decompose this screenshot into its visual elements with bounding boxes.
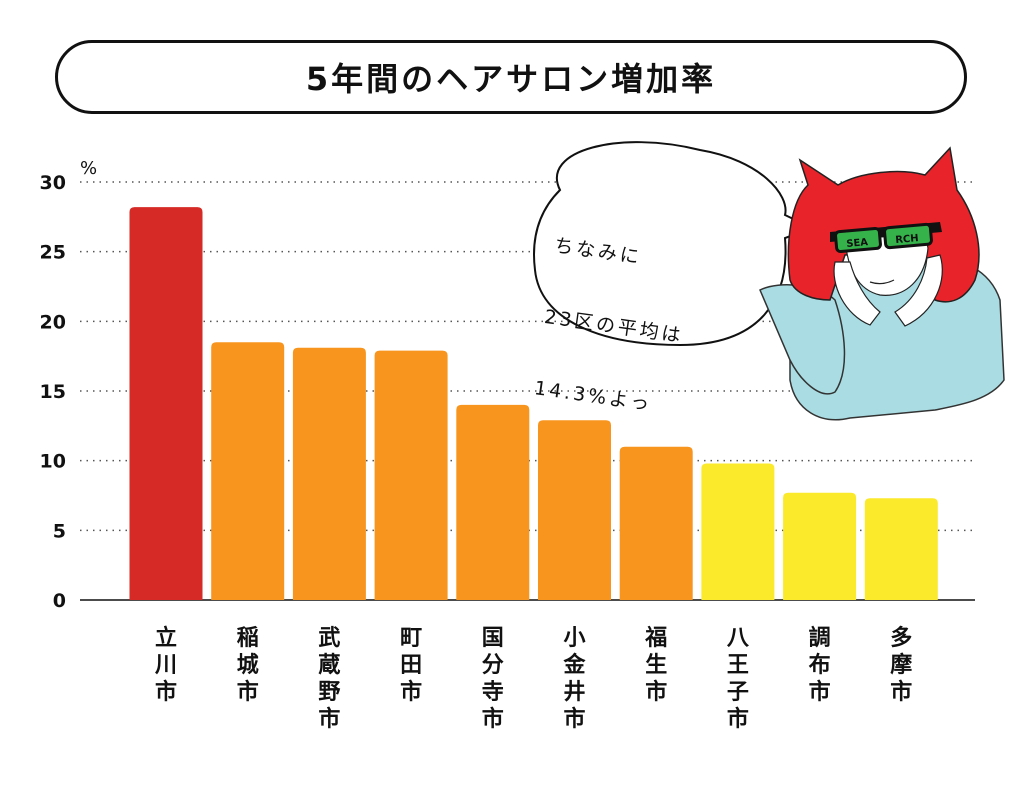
x-tick-label: 立川市 <box>154 625 177 705</box>
glasses-text-left: SEA <box>846 237 869 250</box>
x-tick-label: 武蔵野市 <box>318 626 340 732</box>
x-tick-label: 町田市 <box>400 626 422 705</box>
bar <box>701 463 775 600</box>
category-labels: 立川市 稲城市 武蔵野市 町田市 国分寺市 小金井市 福生市 八王子市 調布市 多摩市 <box>154 625 912 732</box>
character-hands <box>833 254 943 327</box>
bar <box>864 498 938 600</box>
bar <box>619 446 693 600</box>
bar <box>456 404 530 600</box>
y-tick-label: 20 <box>40 311 66 333</box>
chart-title: 5年間のヘアサロン増加率 <box>305 60 717 98</box>
x-tick-label: 福生市 <box>644 626 667 705</box>
x-tick-label: 八王子市 <box>727 626 750 732</box>
y-tick-label: 15 <box>40 381 66 403</box>
chart-title-box: 5年間のヘアサロン増加率 <box>55 40 967 114</box>
y-tick-label: 0 <box>53 590 66 612</box>
glasses-text-right: RCH <box>895 233 919 246</box>
bar <box>538 420 611 600</box>
x-tick-label: 国分寺市 <box>482 626 504 732</box>
x-tick-label: 調布市 <box>809 625 831 705</box>
y-axis-unit: % <box>80 158 97 179</box>
bar <box>374 350 448 600</box>
bar <box>783 492 857 600</box>
bar <box>211 342 285 600</box>
y-tick-label: 10 <box>40 451 66 473</box>
bars <box>129 207 938 600</box>
x-tick-label: 稲城市 <box>237 626 259 705</box>
bar <box>292 347 366 600</box>
sunglasses-icon: SEA RCH <box>830 222 942 254</box>
y-tick-label: 5 <box>53 520 66 542</box>
y-tick-label: 25 <box>40 242 66 264</box>
x-tick-label: 小金井市 <box>562 626 586 732</box>
bar <box>129 207 203 600</box>
y-tick-label: 30 <box>40 172 66 194</box>
x-tick-label: 多摩市 <box>890 625 912 705</box>
